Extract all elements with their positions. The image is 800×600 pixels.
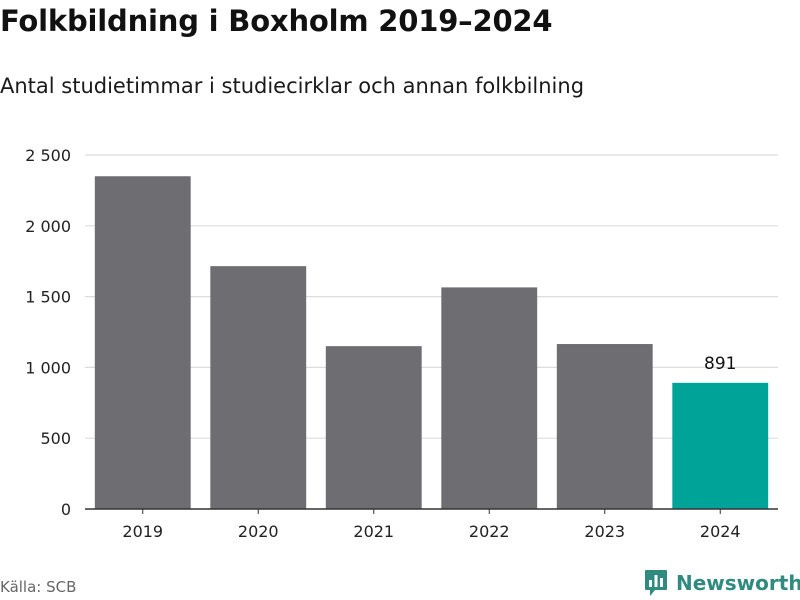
- y-tick-label: 0: [61, 500, 71, 519]
- brand-name: Newsworthy: [676, 571, 800, 595]
- bar-chart: 0 500 1 000 1 500 2 000 2 500 2019 2020 2021 2022…: [25, 146, 778, 541]
- chart-title: Folkbildning i Boxholm 2019–2024: [0, 4, 553, 38]
- bar: [325, 346, 422, 509]
- x-tick-label: 2023: [584, 522, 625, 541]
- x-tick-label: 2021: [353, 522, 394, 541]
- y-tick-label: 2 500: [25, 146, 71, 165]
- newsworthy-logo-icon: [644, 569, 668, 597]
- chart-subtitle: Antal studietimmar i studiecirklar och a…: [0, 74, 585, 98]
- x-tick-label: 2019: [122, 522, 163, 541]
- bar: [441, 287, 538, 509]
- bar: [94, 176, 191, 510]
- y-tick-label: 2 000: [25, 217, 71, 236]
- data-label: 891: [704, 354, 736, 374]
- x-tick-label: 2022: [469, 522, 510, 541]
- bar: [210, 266, 307, 509]
- y-tick-label: 500: [40, 429, 71, 448]
- source-note: Källa: SCB: [0, 578, 77, 596]
- y-tick-label: 1 500: [25, 288, 71, 307]
- bar: [556, 344, 653, 509]
- bar: [672, 382, 769, 509]
- brand-logo: Newsworthy: [644, 569, 800, 597]
- y-tick-label: 1 000: [25, 358, 71, 377]
- x-tick-label: 2020: [238, 522, 279, 541]
- x-tick-label: 2024: [700, 522, 741, 541]
